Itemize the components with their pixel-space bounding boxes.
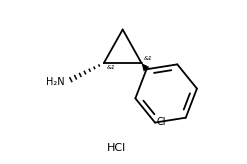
Text: HCl: HCl bbox=[107, 143, 126, 153]
Text: H₂N: H₂N bbox=[45, 77, 64, 87]
Text: Cl: Cl bbox=[157, 117, 166, 127]
Text: &1: &1 bbox=[106, 65, 115, 70]
Polygon shape bbox=[142, 63, 149, 72]
Text: &1: &1 bbox=[144, 57, 153, 62]
